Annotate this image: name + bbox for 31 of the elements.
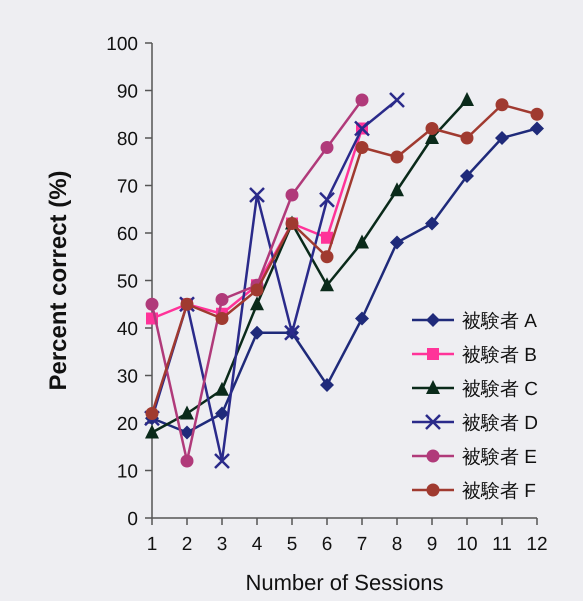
legend-label: 被験者 A xyxy=(462,311,538,332)
y-tick-label: 20 xyxy=(116,414,138,435)
y-tick-label: 90 xyxy=(116,82,138,102)
x-tick-label: 6 xyxy=(322,534,332,555)
y-tick-label: 30 xyxy=(116,366,138,388)
legend-label: 被験者 E xyxy=(462,447,537,468)
x-tick-label: 1 xyxy=(146,534,158,555)
x-tick-label: 11 xyxy=(492,534,512,555)
legend-label: 被験者 C xyxy=(462,379,538,400)
y-tick-label: 0 xyxy=(127,509,138,530)
x-tick-label: 2 xyxy=(182,534,192,555)
legend-label: 被験者 B xyxy=(462,345,537,366)
x-tick-label: 4 xyxy=(252,534,263,555)
y-tick-label: 70 xyxy=(116,176,138,198)
y-tick-label: 10 xyxy=(116,462,138,482)
legend-label: 被験者 D xyxy=(462,413,538,434)
x-tick-label: 9 xyxy=(426,534,438,555)
y-tick-label: 60 xyxy=(116,224,138,245)
y-tick-label: 80 xyxy=(116,129,138,150)
y-tick-label: 100 xyxy=(106,34,138,55)
x-tick-label: 3 xyxy=(216,534,228,555)
x-tick-label: 5 xyxy=(286,534,298,555)
legend-label: 被験者 F xyxy=(462,481,536,502)
x-axis-title: Number of Sessions xyxy=(245,570,444,595)
x-tick-label: 7 xyxy=(356,534,368,555)
x-tick-label: 12 xyxy=(526,534,548,555)
y-tick-label: 40 xyxy=(116,319,138,340)
y-axis-title: Percent correct (%) xyxy=(45,170,72,391)
y-tick-label: 50 xyxy=(116,272,138,292)
x-tick-label: 8 xyxy=(392,534,402,555)
x-tick-label: 10 xyxy=(456,534,478,555)
